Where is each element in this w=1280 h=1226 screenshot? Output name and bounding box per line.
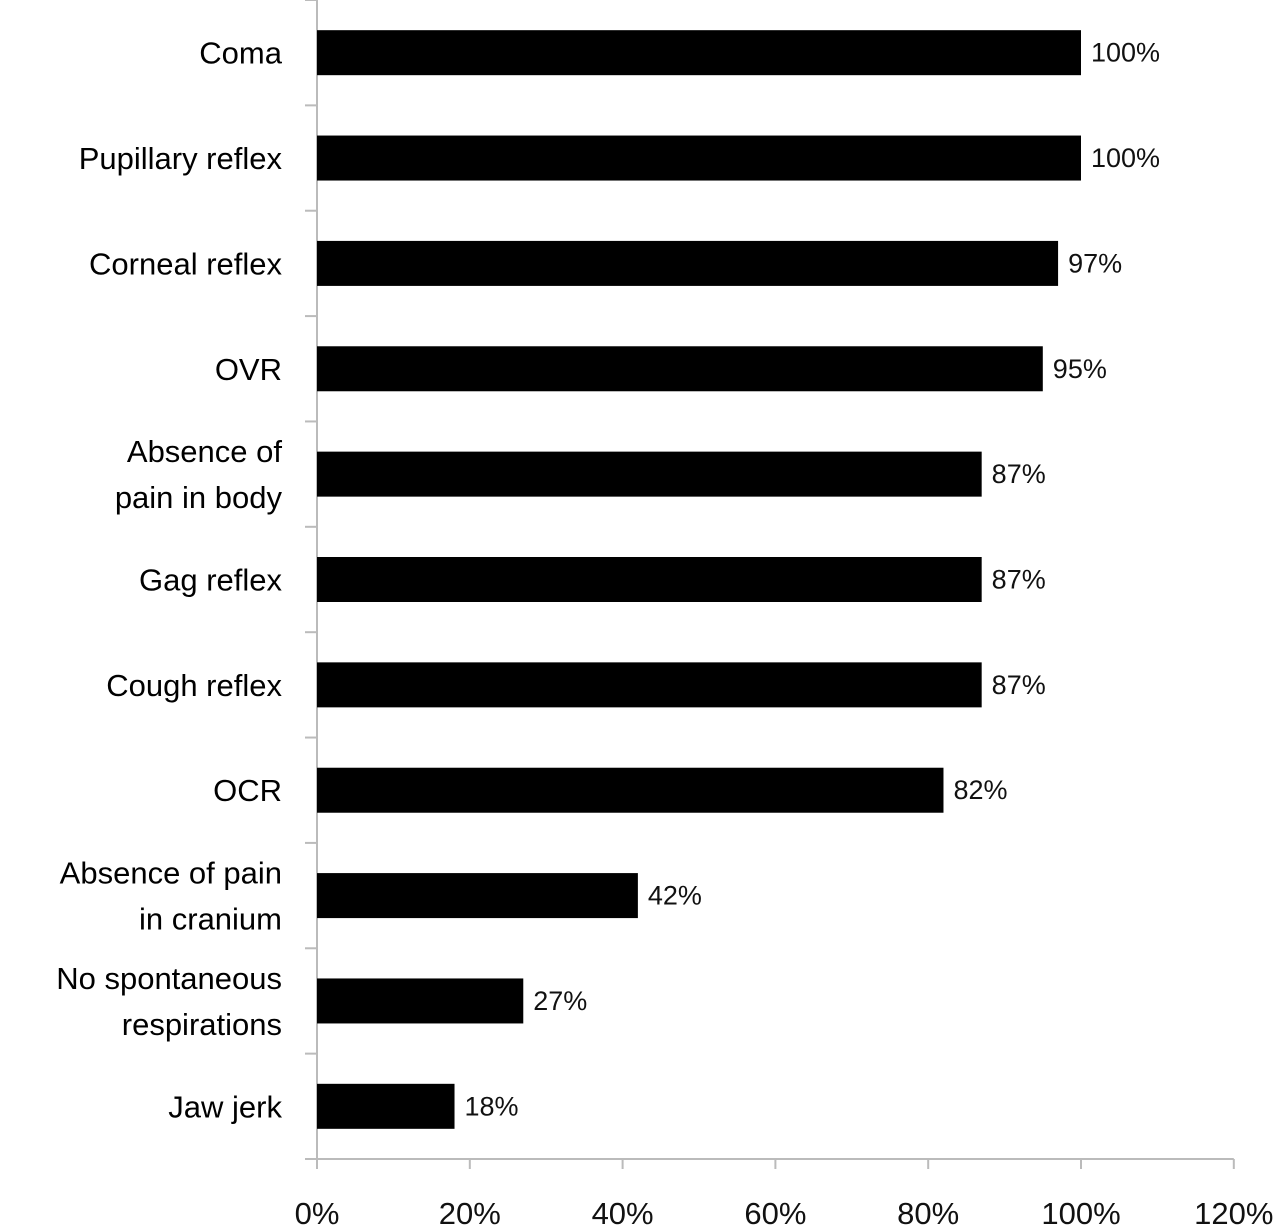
data-label: 42% — [648, 881, 702, 911]
category-label-line: Absence of pain — [60, 856, 282, 891]
category-label-line: Coma — [199, 36, 282, 71]
x-tick-label: 40% — [592, 1196, 654, 1226]
category-label: Absence of pain in body — [115, 434, 283, 515]
data-label: 95% — [1053, 354, 1107, 384]
category-label: Absence of pain in cranium — [60, 856, 282, 937]
bar — [317, 346, 1043, 392]
category-label-line: Absence of — [127, 434, 282, 469]
category-label: Coma — [199, 36, 282, 71]
category-label: Cough reflex — [106, 668, 282, 703]
category-label: Corneal reflex — [89, 246, 282, 281]
category-label: Pupillary reflex — [79, 141, 283, 176]
category-label-line: Corneal reflex — [89, 246, 282, 281]
category-label-line: OCR — [213, 773, 282, 808]
category-label-line: Jaw jerk — [168, 1089, 282, 1124]
data-label: 87% — [992, 565, 1046, 595]
category-label-line: OVR — [215, 352, 282, 387]
x-tick-label: 100% — [1041, 1196, 1120, 1226]
data-label: 87% — [992, 670, 1046, 700]
bar — [317, 873, 638, 919]
bar — [317, 240, 1059, 286]
category-label-line: in cranium — [139, 902, 282, 937]
data-label: 87% — [992, 459, 1046, 489]
category-label: OCR — [213, 773, 282, 808]
data-label: 97% — [1068, 248, 1122, 278]
category-label-line: pain in body — [115, 480, 283, 515]
bar — [317, 767, 944, 813]
data-label: 18% — [465, 1091, 519, 1121]
data-label: 100% — [1091, 143, 1160, 173]
x-tick-label: 0% — [295, 1196, 340, 1226]
x-tick-label: 120% — [1194, 1196, 1273, 1226]
x-tick-label: 80% — [897, 1196, 959, 1226]
bar — [317, 557, 982, 602]
category-label-line: Cough reflex — [106, 668, 282, 703]
category-label-line: Pupillary reflex — [79, 141, 283, 176]
x-tick-label: 20% — [439, 1196, 501, 1226]
bar — [317, 135, 1081, 181]
category-label-line: No spontaneous — [56, 961, 282, 996]
bar — [317, 30, 1081, 76]
bar — [317, 978, 524, 1024]
category-label-line: Gag reflex — [139, 563, 283, 598]
category-label: No spontaneous respirations — [56, 961, 282, 1042]
bar — [317, 662, 982, 708]
category-label: Gag reflex — [139, 563, 283, 598]
category-label: OVR — [215, 352, 282, 387]
category-label: Jaw jerk — [168, 1089, 282, 1124]
category-label-line: respirations — [122, 1007, 282, 1042]
data-label: 27% — [533, 986, 587, 1016]
x-tick-label: 60% — [744, 1196, 806, 1226]
bar — [317, 451, 982, 497]
data-label: 82% — [953, 775, 1007, 805]
data-label: 100% — [1091, 38, 1160, 68]
bar — [317, 1083, 455, 1129]
